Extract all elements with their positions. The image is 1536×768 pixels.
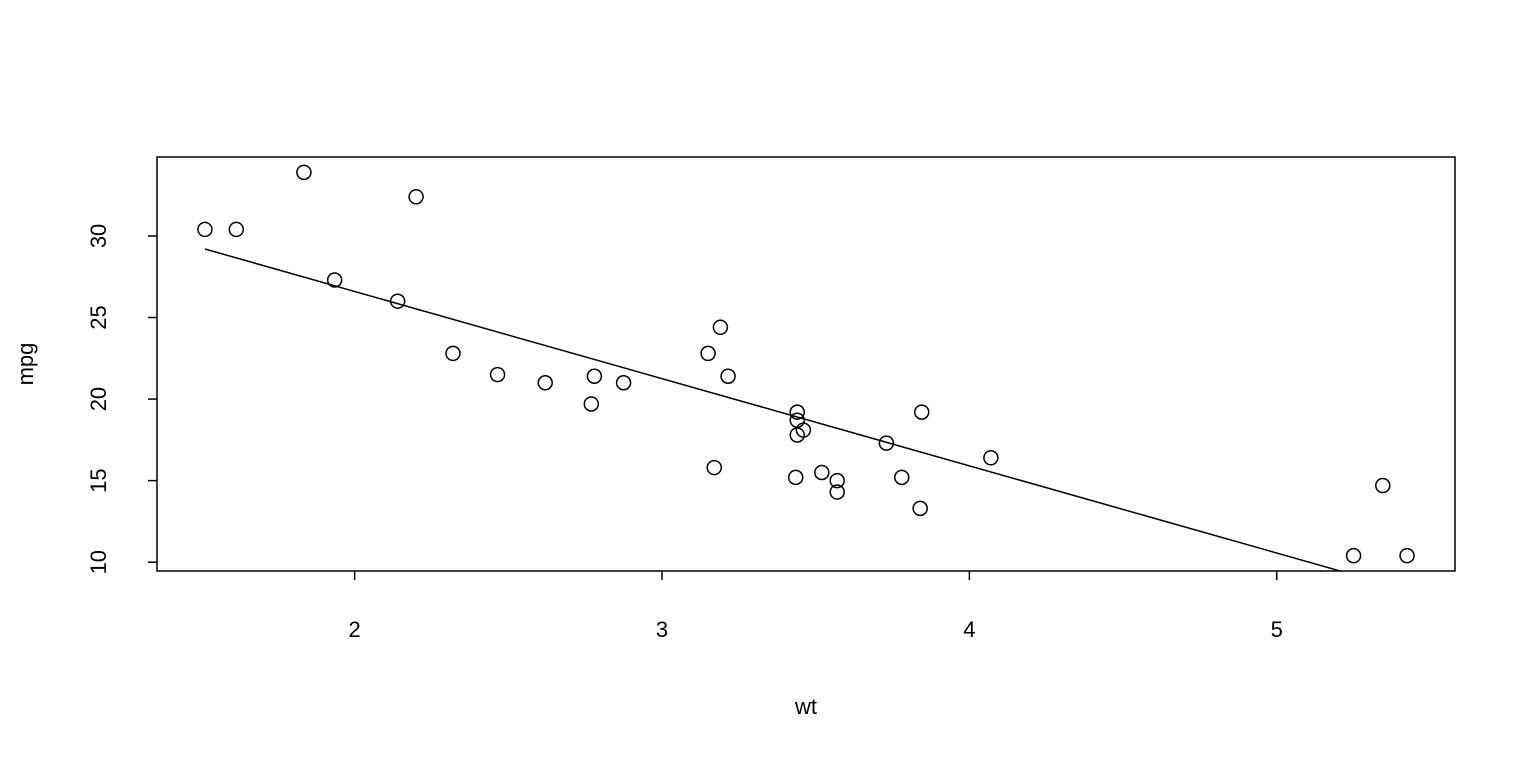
point — [296, 164, 312, 181]
point — [615, 375, 632, 391]
point — [912, 500, 928, 517]
point — [789, 404, 805, 420]
point — [706, 459, 723, 476]
x-tick-label: 2 — [349, 617, 361, 642]
point — [983, 450, 999, 466]
point — [1345, 547, 1362, 564]
point — [586, 368, 603, 384]
x-axis-label: wt — [794, 694, 817, 719]
x-tick-label: 5 — [1271, 617, 1283, 642]
point — [326, 272, 343, 288]
point — [445, 345, 461, 362]
y-axis-label: mpg — [13, 343, 38, 386]
y-tick-label: 20 — [86, 387, 111, 411]
x-tick-label: 4 — [963, 617, 975, 642]
plot-frame — [156, 156, 1456, 572]
y-tick-label: 15 — [86, 468, 111, 492]
point — [814, 464, 830, 481]
point — [1399, 547, 1415, 564]
point — [795, 422, 812, 438]
point — [583, 396, 600, 412]
point — [829, 472, 845, 489]
y-tick-label: 30 — [86, 224, 111, 248]
point — [720, 368, 736, 384]
point — [787, 469, 804, 486]
point — [878, 435, 895, 451]
point — [408, 189, 424, 205]
point — [389, 293, 406, 309]
point — [829, 484, 845, 500]
point — [789, 427, 805, 443]
y-tick-label: 10 — [86, 550, 111, 574]
point — [537, 375, 553, 391]
fit-group — [204, 248, 1343, 571]
point — [712, 319, 729, 336]
point — [1375, 477, 1391, 494]
fit-line — [204, 248, 1343, 571]
y-tick-label: 25 — [86, 305, 111, 329]
point — [228, 221, 245, 238]
point — [893, 469, 910, 486]
x-tick-label: 3 — [656, 617, 668, 642]
point — [913, 404, 930, 420]
point — [197, 221, 213, 238]
point — [489, 366, 506, 383]
point — [700, 345, 716, 362]
